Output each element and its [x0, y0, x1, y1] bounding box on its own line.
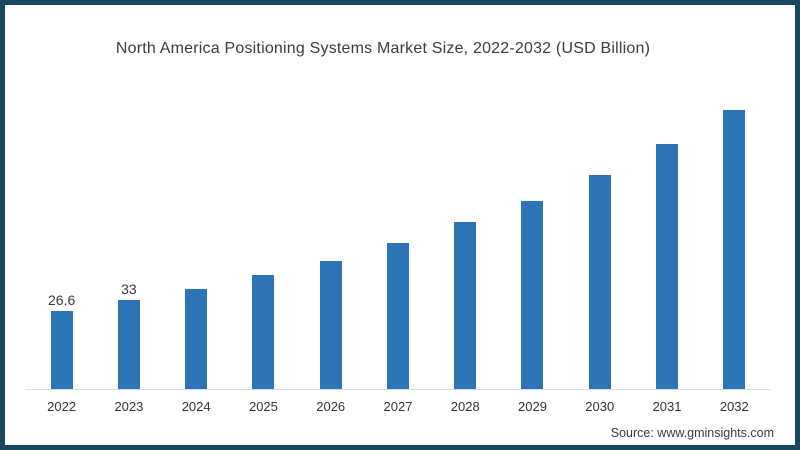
bar-2027	[386, 243, 409, 389]
bar-column-2028	[432, 5, 499, 389]
x-axis-label-2028: 2028	[450, 399, 480, 414]
bar-column-2025	[230, 5, 297, 389]
bar-value-label-2023: 33	[121, 281, 137, 297]
bar-column-2022: 26.6	[28, 5, 95, 389]
bar-2025	[252, 275, 275, 389]
x-axis-label-2029: 2029	[518, 399, 547, 414]
bar-2029	[521, 201, 544, 389]
bar-column-2024	[163, 5, 230, 389]
bar-column-2029	[499, 5, 566, 389]
x-axis-label-2030: 2030	[585, 399, 615, 414]
bar-2023	[117, 300, 140, 389]
bar-column-2032	[701, 5, 768, 389]
bar-column-2023: 33	[95, 5, 162, 389]
plot-area: 26.6 33	[28, 5, 768, 389]
x-axis-label-2023: 2023	[114, 399, 144, 414]
chart-title: North America Positioning Systems Market…	[115, 40, 651, 57]
bar-2022	[50, 311, 73, 389]
bar-column-2031	[633, 5, 700, 389]
bar-2032	[723, 110, 746, 389]
x-axis-label-2025: 2025	[248, 399, 278, 414]
source-note: Source: www.gminsights.com	[610, 426, 774, 440]
x-axis-line	[25, 389, 771, 390]
x-axis-label-2024: 2024	[181, 399, 211, 414]
x-axis-label-2032: 2032	[719, 399, 749, 414]
x-axis-label-2022: 2022	[47, 399, 77, 414]
bar-column-2026	[297, 5, 364, 389]
bar-column-2027	[364, 5, 431, 389]
bar-2024	[185, 289, 208, 389]
bar-2031	[656, 144, 679, 389]
bar-column-2030	[566, 5, 633, 389]
bar-2030	[588, 175, 611, 389]
x-axis-labels: 2022 2023 2024 2025 2026 2027 2028 2029 2030 2031…	[28, 399, 768, 414]
bar-2028	[454, 222, 477, 389]
x-axis-label-2026: 2026	[316, 399, 346, 414]
x-axis-label-2027: 2027	[383, 399, 413, 414]
x-axis-label-2031: 2031	[652, 399, 682, 414]
bar-2026	[319, 261, 342, 389]
bar-value-label-2022: 26.6	[48, 292, 76, 308]
